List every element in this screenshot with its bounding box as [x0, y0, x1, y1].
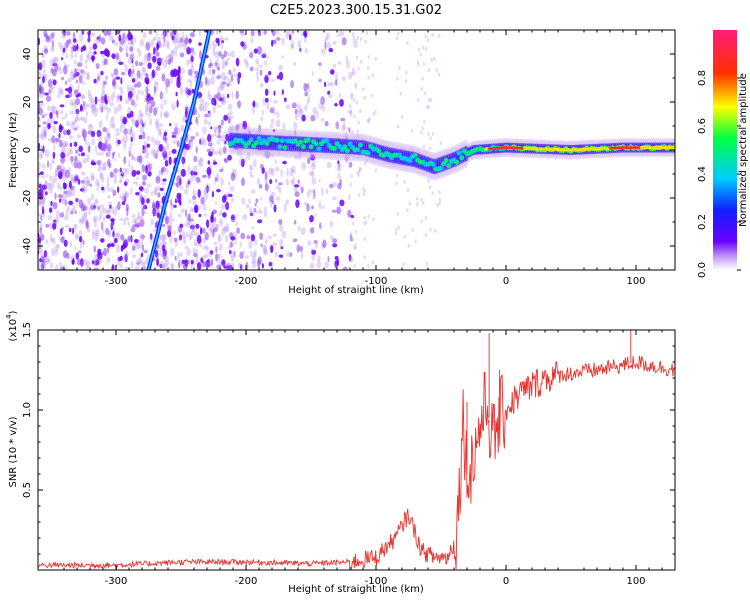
colorbar-tick-label: 0.6 [697, 118, 708, 134]
snr-ylabel: SNR (10 * v/v) [8, 416, 19, 487]
spectrogram-xtick-label: 100 [626, 276, 645, 287]
colorbar: 0.0 0.2 0.4 0.6 0.8 Normalized spectral ampl… [697, 30, 749, 278]
spectrogram-ytick-label: 20 [22, 96, 33, 109]
spectrogram-xlabel: Height of straight line (km) [288, 285, 424, 296]
colorbar-label: Normalized spectral amplitude [738, 73, 749, 227]
colorbar-tick-label: 0.4 [697, 166, 708, 182]
spectrogram-ylabel: Frequency (Hz) [8, 112, 19, 188]
snr-xtick-label: 100 [626, 576, 645, 587]
snr-ytick-label: 1.0 [22, 402, 33, 418]
snr-scale-label: (x104) [5, 310, 19, 341]
snr-xtick-label: 0 [503, 576, 509, 587]
snr-ytick-label: 0.5 [22, 482, 33, 498]
snr-plot-area [38, 330, 675, 570]
snr-ytick-label: 1.5 [22, 322, 33, 338]
snr-xlabel: Height of straight line (km) [288, 584, 424, 595]
snr-series-line [38, 355, 675, 570]
colorbar-tick-label: 0.8 [697, 70, 708, 86]
snr-xtick-label: -100 [365, 576, 388, 587]
snr-frame [37, 329, 676, 571]
spectrogram-ytick-label: -20 [22, 190, 33, 206]
snr-panel: -300 -200 -100 0 100 0.5 1.0 1.5 Height of stra… [5, 310, 676, 595]
spectrogram-xtick-label: -200 [235, 276, 258, 287]
spectrogram-ytick-label: 0 [22, 147, 33, 153]
spectrogram-xtick-label: -300 [105, 276, 128, 287]
colorbar-tick-label: 0.0 [697, 262, 708, 278]
spectrogram-ytick-label: 40 [22, 48, 33, 61]
spectrogram-ytick-label: -40 [22, 238, 33, 254]
spectrogram-xtick-label: -100 [365, 276, 388, 287]
spectrogram-xtick-label: 0 [503, 276, 509, 287]
snr-xtick-label: -300 [105, 576, 128, 587]
colorbar-tick-label: 0.2 [697, 214, 708, 230]
snr-xtick-label: -200 [235, 576, 258, 587]
chart-title: C2E5.2023.300.15.31.G02 [270, 3, 442, 18]
colorbar-gradient [713, 30, 737, 270]
